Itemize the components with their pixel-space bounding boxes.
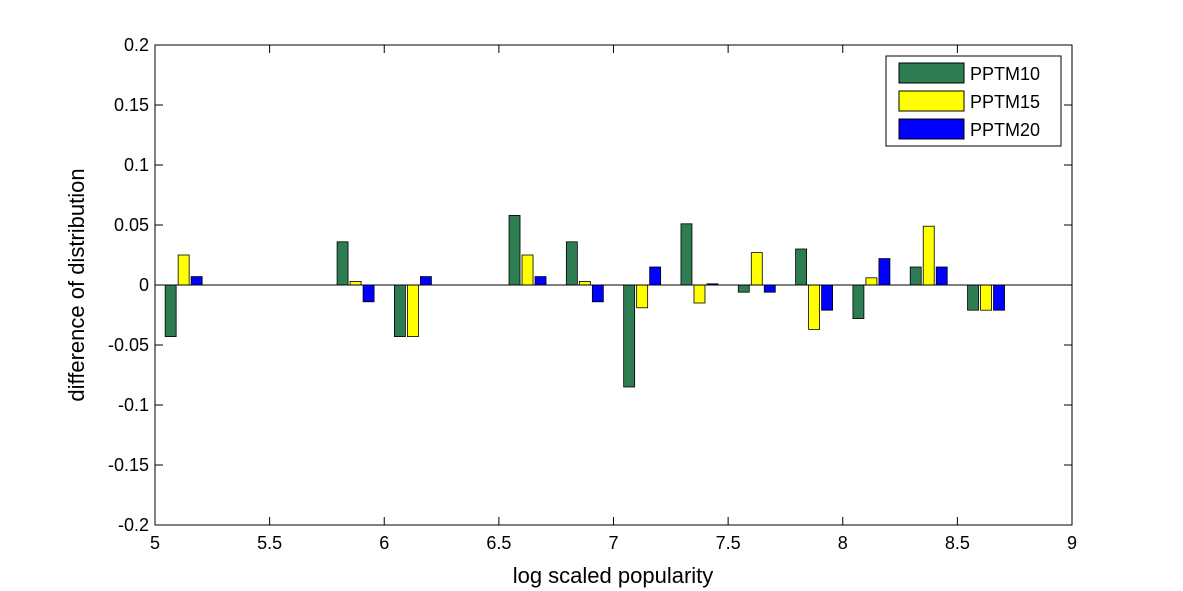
bar-pptm20-0: [190, 276, 203, 286]
x-tick-label-5: 7.5: [716, 533, 741, 553]
bar-pptm15-11: [980, 284, 992, 311]
y-tick-label-1: -0.15: [108, 455, 149, 475]
bar-pptm15-9: [865, 277, 878, 286]
bar-pptm10-4: [565, 241, 578, 286]
x-tick-label-4: 7: [608, 533, 618, 553]
bar-pptm20-1: [362, 284, 375, 303]
bar-pptm15-0: [177, 254, 190, 286]
y-axis: -0.2 -0.15 -0.1 -0.05 0 0.05 0.1 0.15 0.2: [108, 35, 1072, 535]
bar-pptm10-2: [394, 284, 406, 337]
bar-pptm10-7: [737, 284, 750, 293]
bar-pptm15-4: [578, 280, 591, 286]
bar-pptm15-2: [407, 284, 419, 337]
x-axis-title: log scaled popularity: [513, 563, 714, 588]
x-tick-label-8: 9: [1067, 533, 1077, 553]
bar-pptm20-4: [591, 284, 604, 303]
y-tick-label-3: -0.05: [108, 335, 149, 355]
y-tick-label-2: -0.1: [118, 395, 149, 415]
bar-pptm10-1: [336, 241, 349, 286]
x-tick-label-3: 6.5: [486, 533, 511, 553]
bar-pptm20-10: [935, 266, 948, 286]
y-tick-label-8: 0.2: [124, 35, 149, 55]
bar-pptm10-11: [967, 284, 979, 311]
y-tick-label-6: 0.1: [124, 155, 149, 175]
legend-label-pptm10: PPTM10: [970, 64, 1040, 84]
bar-pptm20-3: [534, 276, 547, 286]
y-tick-label-0: -0.2: [118, 515, 149, 535]
bar-pptm10-9: [852, 284, 865, 319]
legend-swatch-pptm15: [898, 90, 965, 112]
legend-swatch-pptm20: [898, 118, 965, 140]
bar-pptm15-10: [922, 225, 935, 286]
bar-pptm20-5: [649, 266, 662, 286]
y-tick-label-4: 0: [139, 275, 149, 295]
y-tick-label-7: 0.15: [114, 95, 149, 115]
bar-pptm10-0: [164, 284, 177, 337]
x-axis: 5 5.5 6 6.5 7 7.5 8 8.5 9: [150, 45, 1077, 553]
y-axis-title: difference of distribution: [64, 168, 89, 401]
legend: PPTM10 PPTM15 PPTM20: [885, 55, 1062, 147]
x-tick-label-1: 5.5: [257, 533, 282, 553]
bar-pptm10-6: [680, 223, 693, 286]
x-tick-label-2: 6: [379, 533, 389, 553]
x-tick-label-6: 8: [838, 533, 848, 553]
bar-pptm10-10: [909, 266, 922, 286]
bar-pptm15-7: [750, 252, 763, 286]
bar-pptm15-1: [349, 280, 362, 286]
y-tick-label-5: 0.05: [114, 215, 149, 235]
bar-pptm20-9: [878, 258, 891, 286]
bar-pptm15-5: [636, 284, 649, 309]
bars-layer: [164, 214, 1005, 388]
bar-pptm20-11: [993, 284, 1005, 311]
bar-pptm15-8: [808, 284, 820, 330]
bar-pptm10-3: [508, 214, 521, 286]
bar-pptm15-3: [521, 254, 534, 286]
bar-pptm10-5: [623, 284, 636, 388]
x-tick-label-0: 5: [150, 533, 160, 553]
bar-pptm10-8: [795, 248, 807, 286]
bar-pptm20-7: [763, 284, 776, 293]
bar-pptm20-2: [420, 276, 432, 286]
bar-pptm15-6: [693, 284, 706, 304]
legend-swatch-pptm10: [898, 62, 965, 84]
bar-pptm20-8: [821, 284, 833, 311]
legend-label-pptm15: PPTM15: [970, 92, 1040, 112]
x-tick-label-7: 8.5: [945, 533, 970, 553]
legend-label-pptm20: PPTM20: [970, 120, 1040, 140]
